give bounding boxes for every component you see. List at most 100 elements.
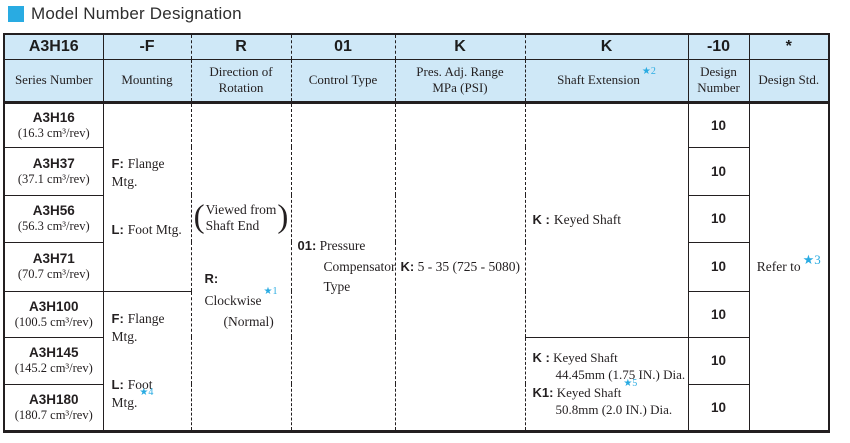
table-row: A3H145 (145.2 cm³/rev) K : Keyed Shaft 4… (5, 337, 828, 430)
code-cell-pressure: K (394, 35, 525, 60)
series-model: A3H71 (32, 251, 75, 266)
model-designation-table: A3H16 -F R 01 K K -10 * Series Number Mo… (3, 33, 830, 433)
code-cell-rotation: R (190, 35, 291, 60)
shaft-detail: 44.45mm (1.75 IN.) Dia. (555, 367, 686, 383)
code-cell-series: A3H16 (5, 35, 103, 60)
series-displacement: (56.3 cm³/rev) (17, 219, 90, 233)
column-header-shaft-extension: Shaft Extension★2 (524, 59, 688, 104)
table-row: A3H71 (70.7 cm³/rev) 10 (5, 242, 828, 292)
column-header-label: Pres. Adj. Range (416, 63, 504, 79)
column-header-label: Control Type (308, 71, 378, 87)
code-cell-mounting: -F (102, 35, 191, 60)
model-code-row: A3H16 -F R 01 K K -10 * (5, 35, 828, 60)
design-number-cell: 10 (687, 242, 749, 292)
series-displacement: (100.5 cm³/rev) (14, 314, 93, 329)
series-model: A3H100 (28, 298, 79, 314)
column-header-label: Mounting (121, 71, 173, 87)
table-row: A3H16 (16.3 cm³/rev) F: Flange Mtg. L: F… (5, 102, 828, 430)
design-std-text: Refer to (756, 258, 801, 274)
shaft-extension-cell-group2: K : Keyed Shaft 44.45mm (1.75 IN.) Dia. … (524, 337, 688, 430)
option-code: K: (400, 258, 415, 274)
mounting-option: L: Foot Mtg.★4 (112, 376, 191, 412)
series-displacement: (70.7 cm³/rev) (17, 267, 90, 281)
pressure-range-cell: K: 5 - 35 (725 - 5080) (394, 102, 525, 430)
rotation-cell: ( Viewed from Shaft End ) R: Clockwise★1… (190, 102, 291, 430)
option-code: L: (111, 222, 124, 237)
series-cell-a3h71: A3H71 (70.7 cm³/rev) (5, 242, 103, 292)
series-displacement: (16.3 cm³/rev) (17, 125, 90, 140)
note-ref-1: ★1 (263, 286, 278, 298)
option-code: K : (532, 350, 550, 366)
option-label: Compensator (323, 258, 396, 274)
column-header-label: Series Number (14, 71, 93, 87)
series-model: A3H145 (28, 345, 79, 360)
table-row: A3H56 (56.3 cm³/rev) 10 (5, 195, 828, 243)
series-model: A3H37 (32, 155, 75, 171)
control-type-cell: 01: Pressure Compensator Type (290, 102, 396, 430)
mounting-option: L: Foot Mtg. (112, 221, 191, 239)
option-code: F: (111, 156, 124, 171)
option-label: Pressure (319, 238, 366, 254)
series-model: A3H180 (28, 391, 79, 407)
note-ref-5: ★5 (623, 378, 638, 390)
page-title: Model Number Designation (31, 4, 242, 23)
viewed-line: Viewed from (205, 201, 277, 217)
series-cell-a3h37: A3H37 (37.1 cm³/rev) (5, 147, 103, 196)
column-header-mounting: Mounting (102, 59, 191, 104)
column-header-pressure-range: Pres. Adj. Range MPa (PSI) (394, 59, 525, 104)
option-code: 01: (297, 238, 317, 254)
column-header-design-number: Design Number (687, 59, 749, 104)
rotation-normal-label: (Normal) (223, 313, 274, 329)
mounting-cell-group1: F: Flange Mtg. L: Foot Mtg. (102, 102, 191, 292)
section-title: Model Number Designation (8, 4, 242, 24)
option-code: K : (532, 212, 550, 227)
table-row: A3H180 (180.7 cm³/rev) 10 (5, 384, 828, 430)
design-std-cell: Refer to ★3 (748, 102, 828, 430)
series-displacement: (37.1 cm³/rev) (17, 171, 90, 186)
rotation-option: R: Clockwise★1 (Normal) (192, 268, 291, 332)
column-header-label: Design Std. (758, 71, 820, 87)
column-header-label: Shaft Extension (557, 71, 640, 87)
note-ref-2: ★2 (641, 65, 656, 77)
design-number-cell: 10 (687, 102, 749, 148)
blue-square-bullet-icon (8, 6, 24, 22)
mounting-option: F: Flange Mtg. (112, 155, 191, 191)
column-header-label: Design (700, 63, 737, 79)
option-label: Flange Mtg. (111, 310, 165, 344)
series-cell-a3h145: A3H145 (145.2 cm³/rev) (5, 337, 103, 385)
table-row: A3H37 (37.1 cm³/rev) 10 (5, 147, 828, 196)
control-option: 01: Pressure Compensator Type (297, 236, 396, 297)
option-label: Clockwise (204, 293, 262, 309)
mounting-cell-group2: F: Flange Mtg. L: Foot Mtg.★4 (102, 291, 191, 430)
column-header-label: Rotation (218, 80, 264, 95)
column-header-series-number: Series Number (5, 59, 103, 104)
column-header-rotation: Direction of Rotation (190, 59, 291, 104)
series-displacement: (145.2 cm³/rev) (14, 361, 93, 375)
design-number-cell: 10 (687, 147, 749, 196)
shaft-extension-cell-group1: K : Keyed Shaft (524, 102, 688, 338)
viewed-line: Shaft End (205, 217, 260, 233)
option-label: Type (323, 278, 351, 294)
option-label: Foot Mtg. (127, 222, 182, 237)
design-number-cell: 10 (687, 384, 749, 430)
shaft-option: K : Keyed Shaft (533, 349, 688, 366)
viewed-from-shaft-end-note: ( Viewed from Shaft End ) (192, 199, 291, 236)
big-paren-open: ( (193, 199, 205, 236)
note-ref-3: ★3 (802, 252, 821, 268)
option-code: K1: (532, 384, 554, 400)
option-label: Keyed Shaft (553, 350, 618, 366)
design-number-cell: 10 (687, 337, 749, 385)
column-header-row: Series Number Mounting Direction of Rota… (5, 59, 828, 104)
mounting-option: F: Flange Mtg. (112, 310, 191, 346)
series-cell-a3h16: A3H16 (16.3 cm³/rev) (5, 102, 103, 148)
column-header-label: Number (697, 80, 740, 95)
series-cell-a3h56: A3H56 (56.3 cm³/rev) (5, 195, 103, 243)
code-cell-design-number: -10 (687, 35, 749, 60)
code-cell-design-std: * (748, 35, 828, 60)
option-label: Keyed Shaft (556, 384, 622, 400)
big-paren-close: ) (277, 199, 289, 236)
code-cell-control: 01 (290, 35, 395, 60)
column-header-design-std: Design Std. (748, 59, 828, 104)
column-header-label: Direction of (209, 63, 273, 79)
